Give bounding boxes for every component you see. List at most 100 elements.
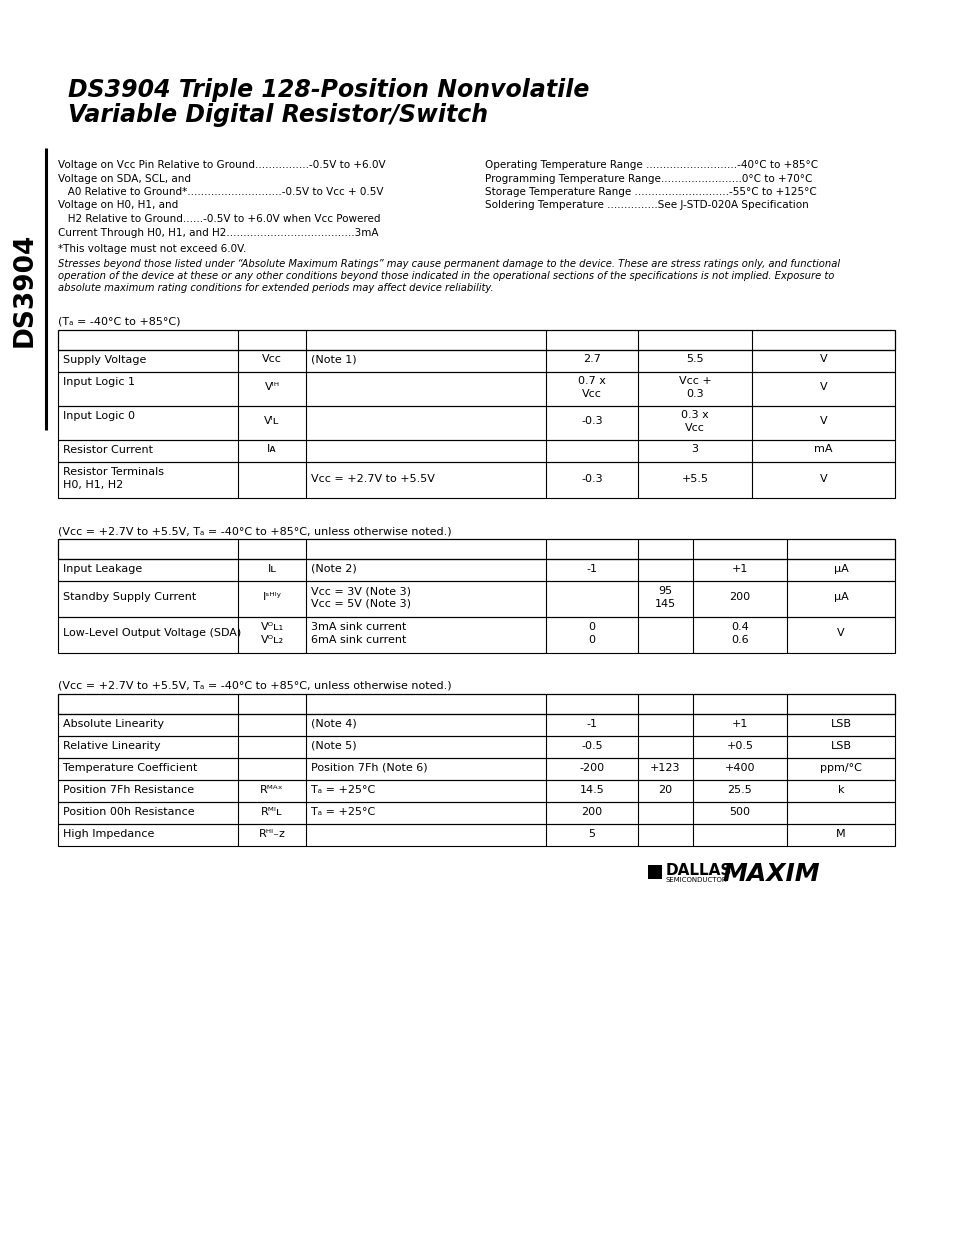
Text: LSB: LSB bbox=[830, 741, 851, 751]
Text: Vᴄᴄ: Vᴄᴄ bbox=[684, 424, 704, 433]
Text: (Vᴄᴄ = +2.7V to +5.5V, Tₐ = -40°C to +85°C, unless otherwise noted.): (Vᴄᴄ = +2.7V to +5.5V, Tₐ = -40°C to +85… bbox=[58, 680, 451, 692]
Text: (Note 5): (Note 5) bbox=[311, 741, 356, 751]
Text: SEMICONDUCTOR: SEMICONDUCTOR bbox=[665, 877, 727, 883]
Text: Vᴵʟ: Vᴵʟ bbox=[264, 416, 279, 426]
Text: Low-Level Output Voltage (SDA): Low-Level Output Voltage (SDA) bbox=[63, 629, 241, 638]
Text: Iᴀ: Iᴀ bbox=[267, 445, 276, 454]
Text: -1: -1 bbox=[586, 719, 597, 729]
Text: -0.5: -0.5 bbox=[580, 741, 602, 751]
Text: Vᴼʟ₂: Vᴼʟ₂ bbox=[260, 635, 283, 645]
Text: MAXIM: MAXIM bbox=[721, 862, 819, 885]
Text: Programming Temperature Range........................0°C to +70°C: Programming Temperature Range...........… bbox=[484, 173, 812, 184]
Bar bbox=[58, 350, 894, 372]
Text: Stresses beyond those listed under “Absolute Maximum Ratings” may cause permanen: Stresses beyond those listed under “Abso… bbox=[58, 259, 840, 269]
Text: 0.7 x: 0.7 x bbox=[578, 375, 605, 387]
Text: A0 Relative to Ground*............................-0.5V to Vᴄᴄ + 0.5V: A0 Relative to Ground*..................… bbox=[58, 186, 383, 198]
Text: -1: -1 bbox=[586, 563, 597, 573]
Text: Standby Supply Current: Standby Supply Current bbox=[63, 593, 196, 603]
Text: operation of the device at these or any other conditions beyond those indicated : operation of the device at these or any … bbox=[58, 270, 834, 282]
Text: 3mA sink current: 3mA sink current bbox=[311, 622, 406, 632]
Text: Vᴄᴄ +: Vᴄᴄ + bbox=[678, 375, 711, 387]
Text: Vᴄᴄ: Vᴄᴄ bbox=[581, 389, 601, 399]
Text: mA: mA bbox=[814, 445, 832, 454]
Text: V: V bbox=[819, 383, 826, 393]
Text: Position 7Fh (Note 6): Position 7Fh (Note 6) bbox=[311, 763, 427, 773]
Text: Vᴼʟ₁: Vᴼʟ₁ bbox=[260, 622, 283, 632]
Text: ppm/°C: ppm/°C bbox=[820, 763, 861, 773]
Bar bbox=[58, 714, 894, 736]
Bar bbox=[58, 538, 894, 559]
Text: +1: +1 bbox=[731, 719, 747, 729]
Text: 500: 500 bbox=[729, 806, 750, 818]
Text: 20: 20 bbox=[658, 785, 672, 795]
Bar bbox=[58, 406, 894, 440]
Text: Voltage on Vᴄᴄ Pin Relative to Ground................-0.5V to +6.0V: Voltage on Vᴄᴄ Pin Relative to Ground...… bbox=[58, 161, 385, 170]
Bar bbox=[58, 559, 894, 580]
Text: Voltage on H0, H1, and: Voltage on H0, H1, and bbox=[58, 200, 178, 210]
Bar bbox=[58, 440, 894, 462]
Text: DS3904: DS3904 bbox=[12, 233, 38, 347]
Text: Rᴴᴵ₋ᴢ: Rᴴᴵ₋ᴢ bbox=[258, 829, 285, 839]
Text: 14.5: 14.5 bbox=[579, 785, 604, 795]
Text: 6mA sink current: 6mA sink current bbox=[311, 635, 406, 645]
Text: Voltage on SDA, SCL, and: Voltage on SDA, SCL, and bbox=[58, 173, 191, 184]
Bar bbox=[647, 864, 661, 879]
Text: -0.3: -0.3 bbox=[580, 473, 602, 483]
Text: Absolute Linearity: Absolute Linearity bbox=[63, 719, 164, 729]
Text: +400: +400 bbox=[724, 763, 755, 773]
Text: Tₐ = +25°C: Tₐ = +25°C bbox=[311, 806, 375, 818]
Bar bbox=[58, 694, 894, 714]
Text: 5.5: 5.5 bbox=[685, 354, 703, 364]
Bar bbox=[58, 462, 894, 498]
Text: H2 Relative to Ground......-0.5V to +6.0V when Vᴄᴄ Powered: H2 Relative to Ground......-0.5V to +6.0… bbox=[58, 214, 380, 224]
Bar bbox=[58, 802, 894, 824]
Text: Rᴹᴵʟ: Rᴹᴵʟ bbox=[261, 806, 282, 818]
Bar bbox=[58, 758, 894, 781]
Text: V: V bbox=[819, 473, 826, 483]
Bar bbox=[58, 781, 894, 802]
Text: Vᴄᴄ = 5V (Note 3): Vᴄᴄ = 5V (Note 3) bbox=[311, 599, 411, 609]
Text: 200: 200 bbox=[580, 806, 602, 818]
Text: 3: 3 bbox=[691, 445, 698, 454]
Text: *This voltage must not exceed 6.0V.: *This voltage must not exceed 6.0V. bbox=[58, 245, 246, 254]
Text: Storage Temperature Range ............................-55°C to +125°C: Storage Temperature Range ..............… bbox=[484, 186, 816, 198]
Text: 0.3 x: 0.3 x bbox=[680, 410, 708, 420]
Text: Relative Linearity: Relative Linearity bbox=[63, 741, 160, 751]
Text: -0.3: -0.3 bbox=[580, 416, 602, 426]
Text: Current Through H0, H1, and H2......................................3mA: Current Through H0, H1, and H2..........… bbox=[58, 227, 378, 237]
Text: M: M bbox=[836, 829, 845, 839]
Text: Input Logic 1: Input Logic 1 bbox=[63, 377, 135, 387]
Text: Soldering Temperature ...............See J-STD-020A Specification: Soldering Temperature ...............See… bbox=[484, 200, 808, 210]
Text: +123: +123 bbox=[650, 763, 680, 773]
Text: Vᴄᴄ = +2.7V to +5.5V: Vᴄᴄ = +2.7V to +5.5V bbox=[311, 473, 435, 483]
Text: Rᴹᴬˣ: Rᴹᴬˣ bbox=[260, 785, 283, 795]
Text: Position 7Fh Resistance: Position 7Fh Resistance bbox=[63, 785, 193, 795]
Text: 0.6: 0.6 bbox=[730, 635, 748, 645]
Text: absolute maximum rating conditions for extended periods may affect device reliab: absolute maximum rating conditions for e… bbox=[58, 283, 493, 293]
Text: Input Leakage: Input Leakage bbox=[63, 563, 142, 573]
Text: Resistor Terminals: Resistor Terminals bbox=[63, 467, 164, 477]
Text: 25.5: 25.5 bbox=[727, 785, 752, 795]
Text: Operating Temperature Range ...........................-40°C to +85°C: Operating Temperature Range ............… bbox=[484, 161, 818, 170]
Text: Vᴄᴄ = 3V (Note 3): Vᴄᴄ = 3V (Note 3) bbox=[311, 585, 411, 597]
Text: +0.5: +0.5 bbox=[726, 741, 753, 751]
Text: V: V bbox=[837, 629, 844, 638]
Text: +5.5: +5.5 bbox=[680, 473, 708, 483]
Text: 200: 200 bbox=[729, 593, 750, 603]
Text: Vᴵᴴ: Vᴵᴴ bbox=[264, 383, 279, 393]
Text: H0, H1, H2: H0, H1, H2 bbox=[63, 480, 123, 490]
Text: DALLAS: DALLAS bbox=[665, 863, 732, 878]
Text: (Note 4): (Note 4) bbox=[311, 719, 356, 729]
Text: μA: μA bbox=[833, 563, 847, 573]
Text: Temperature Coefficient: Temperature Coefficient bbox=[63, 763, 197, 773]
Text: Input Logic 0: Input Logic 0 bbox=[63, 411, 135, 421]
Text: 5: 5 bbox=[588, 829, 595, 839]
Text: V: V bbox=[819, 416, 826, 426]
Text: (Vᴄᴄ = +2.7V to +5.5V, Tₐ = -40°C to +85°C, unless otherwise noted.): (Vᴄᴄ = +2.7V to +5.5V, Tₐ = -40°C to +85… bbox=[58, 526, 451, 536]
Text: -200: -200 bbox=[578, 763, 604, 773]
Text: 2.7: 2.7 bbox=[582, 354, 600, 364]
Text: μA: μA bbox=[833, 593, 847, 603]
Text: k: k bbox=[837, 785, 843, 795]
Bar bbox=[58, 372, 894, 406]
Text: +1: +1 bbox=[731, 563, 747, 573]
